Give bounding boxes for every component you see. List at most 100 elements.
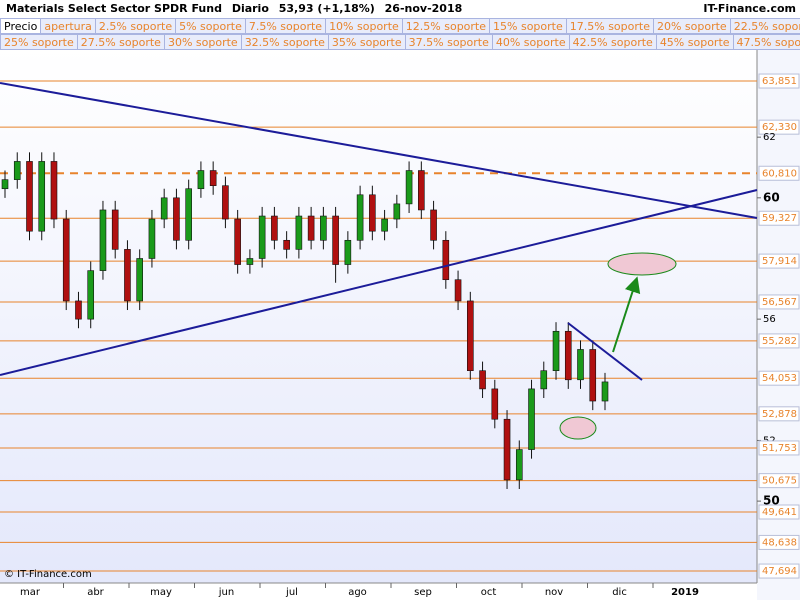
toolbar-button[interactable]: 47.5% soporte xyxy=(732,34,800,50)
tick-box xyxy=(758,563,800,579)
candle-body xyxy=(295,215,303,250)
y-tick-label: 47,694 xyxy=(762,566,797,577)
footer: © IT-Finance.com xyxy=(4,569,92,580)
y-tick-label: 56,567 xyxy=(762,297,797,308)
candle-body xyxy=(234,218,241,265)
toolbar-button[interactable]: 12.5% soporte xyxy=(401,18,491,34)
toolbar-button[interactable]: 10% soporte xyxy=(325,18,403,34)
y-tick-label: 63,851 xyxy=(762,76,797,87)
price-button[interactable]: Precio xyxy=(0,18,42,34)
y-tick-label: 59,327 xyxy=(762,213,797,224)
toolbar-button[interactable]: 17.5% soporte xyxy=(565,18,654,34)
y-tick-label: 60 xyxy=(763,190,780,204)
toolbar-button[interactable]: 5% soporte xyxy=(175,18,246,34)
tick-box xyxy=(758,370,800,386)
candle-body xyxy=(540,370,548,390)
x-tick-label: may xyxy=(150,587,172,598)
candle-body xyxy=(222,185,229,220)
header: Materials Select Sector SPDR Fund Diario… xyxy=(0,0,800,50)
candle-body xyxy=(479,370,486,390)
plot-area xyxy=(0,48,757,583)
trend-line xyxy=(0,82,758,219)
candle-body xyxy=(99,209,107,271)
candle-body xyxy=(430,209,437,241)
toolbar-button[interactable]: 15% soporte xyxy=(489,18,567,34)
candle-body xyxy=(307,215,315,241)
arrow xyxy=(612,276,641,353)
candle-body xyxy=(552,330,560,371)
toolbar-button[interactable]: 22.5% soporte xyxy=(729,18,800,34)
y-tick-label: 51,753 xyxy=(762,443,797,454)
toolbar-button[interactable]: 37.5% soporte xyxy=(404,34,493,50)
candle-body xyxy=(405,170,413,205)
candle-body xyxy=(209,170,217,186)
tick-box xyxy=(758,504,800,520)
x-tick-label: nov xyxy=(545,587,563,598)
y-tick-label: 57,914 xyxy=(762,256,797,267)
candle-body xyxy=(332,215,339,265)
x-tick-label: mar xyxy=(20,587,41,598)
candle-body xyxy=(491,388,499,420)
toolbar-button[interactable]: 7.5% soporte xyxy=(244,18,327,34)
candle-body xyxy=(503,418,511,481)
candle-body xyxy=(50,161,58,220)
toolbar-button[interactable]: 35% soporte xyxy=(327,34,406,50)
candle-body xyxy=(369,194,376,232)
candle-body xyxy=(13,161,21,180)
candle-body xyxy=(1,179,9,190)
y-tick-label: 49,641 xyxy=(762,507,797,518)
candle-body xyxy=(62,218,70,302)
toolbar-button[interactable]: 27.5% soporte xyxy=(76,34,165,50)
candle-body xyxy=(418,170,425,211)
toolbar-button[interactable]: apertura xyxy=(40,18,96,34)
candle-body xyxy=(148,218,156,259)
toolbar-button[interactable]: 32.5% soporte xyxy=(240,34,329,50)
y-tick-label: 60,810 xyxy=(762,168,797,179)
annotations xyxy=(0,82,758,440)
tick-box xyxy=(758,440,800,456)
candle-body xyxy=(283,239,290,250)
y-tick-label: 62 xyxy=(763,132,776,143)
candle-body xyxy=(467,300,474,371)
candle-body xyxy=(381,218,388,232)
candle-body xyxy=(197,170,205,190)
x-tick-label: jul xyxy=(285,587,298,598)
toolbar-button[interactable]: 42.5% soporte xyxy=(568,34,657,50)
y-tick-label: 48,638 xyxy=(762,537,797,548)
x-tick-label: ago xyxy=(348,587,367,598)
tick-box xyxy=(758,119,800,135)
candle-body xyxy=(271,215,278,241)
x-tick-label: jun xyxy=(218,587,234,598)
candle-body xyxy=(528,388,535,450)
y-tick-label: 62,330 xyxy=(762,122,797,133)
toolbar-button[interactable]: 30% soporte xyxy=(163,34,242,50)
price: 53,93 (+1,18%) xyxy=(278,2,375,15)
candle-body xyxy=(356,194,364,241)
candle-body xyxy=(75,300,82,320)
toolbar: 25% soporte 27.5% soporte 30% soporte 32.5%… xyxy=(0,34,800,50)
y-tick-label: 55,282 xyxy=(762,336,797,347)
toolbar-button[interactable]: 45% soporte xyxy=(655,34,734,50)
toolbar-button[interactable]: 2.5% soporte xyxy=(94,18,177,34)
candle-body xyxy=(344,239,352,265)
y-tick-label: 54,053 xyxy=(762,373,797,384)
tick-box xyxy=(758,534,800,550)
tick-box xyxy=(758,253,800,269)
y-tick-label: 56 xyxy=(763,314,776,325)
toolbar-button[interactable]: 25% soporte xyxy=(0,34,78,50)
candle-body xyxy=(320,215,327,241)
candle-body xyxy=(442,239,450,281)
candle-body xyxy=(577,349,584,381)
tick-box xyxy=(758,165,800,181)
tick-box xyxy=(758,333,800,349)
candle-body xyxy=(38,161,46,232)
y-tick-label: 50 xyxy=(763,494,780,508)
tick-box xyxy=(758,294,800,310)
candle-body xyxy=(246,258,254,265)
date: 26-nov-2018 xyxy=(384,2,463,15)
toolbar-button[interactable]: 40% soporte xyxy=(491,34,570,50)
tick-box xyxy=(758,73,800,89)
toolbar-button[interactable]: 20% soporte xyxy=(652,18,731,34)
